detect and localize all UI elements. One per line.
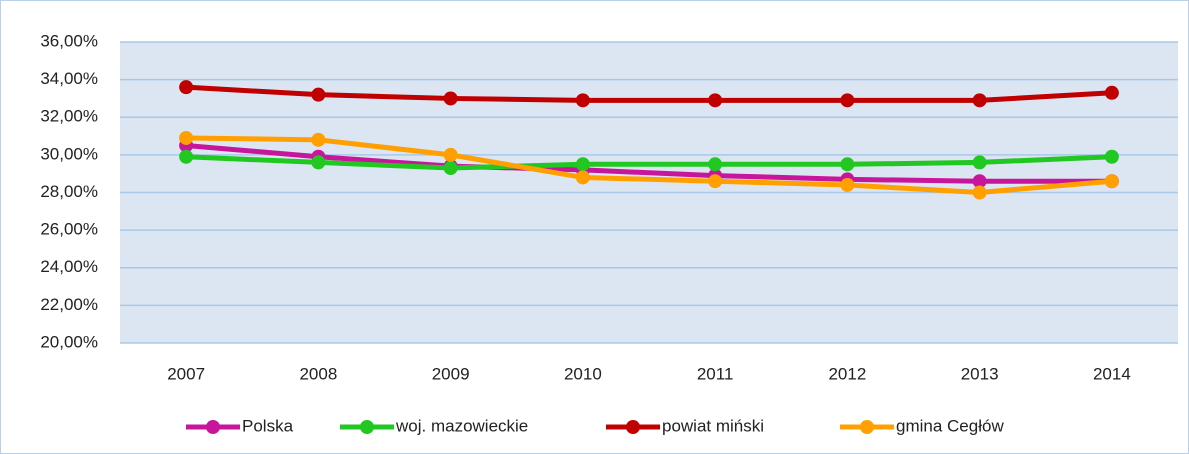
y-tick-label: 30,00%	[40, 144, 98, 163]
legend-marker	[626, 420, 640, 434]
y-tick-label: 24,00%	[40, 257, 98, 276]
y-tick-label: 36,00%	[40, 31, 98, 50]
y-tick-label: 26,00%	[40, 220, 98, 239]
series-line	[186, 154, 1112, 171]
data-point	[575, 93, 590, 108]
legend-label: gmina Cegłów	[896, 416, 1004, 435]
data-point	[840, 93, 855, 108]
y-tick-label: 32,00%	[40, 107, 98, 126]
data-point	[179, 149, 194, 164]
x-tick-label: 2012	[828, 364, 866, 383]
data-point	[311, 132, 326, 147]
legend-label: Polska	[242, 416, 294, 435]
data-point	[179, 80, 194, 95]
x-tick-label: 2007	[167, 364, 205, 383]
x-tick-label: 2009	[432, 364, 470, 383]
legend-marker	[206, 420, 220, 434]
data-point	[972, 185, 987, 200]
data-point	[575, 157, 590, 172]
y-tick-label: 28,00%	[40, 182, 98, 201]
data-point	[575, 170, 590, 185]
data-point	[708, 157, 723, 172]
y-tick-label: 22,00%	[40, 295, 98, 314]
y-tick-label: 34,00%	[40, 69, 98, 88]
data-point	[179, 130, 194, 145]
data-point	[443, 161, 458, 176]
legend-label: woj. mazowieckie	[395, 416, 528, 435]
data-point	[443, 147, 458, 162]
x-tick-label: 2010	[564, 364, 602, 383]
legend-marker	[360, 420, 374, 434]
data-point	[840, 177, 855, 192]
data-point	[1104, 85, 1119, 100]
series-line	[186, 135, 1113, 195]
data-point	[840, 157, 855, 172]
data-point	[708, 174, 723, 189]
data-point	[708, 93, 723, 108]
data-point	[972, 155, 987, 170]
data-point	[1104, 149, 1119, 164]
legend-marker	[860, 420, 874, 434]
x-tick-label: 2011	[697, 364, 734, 383]
y-tick-label: 20,00%	[40, 332, 98, 351]
data-point	[972, 174, 987, 189]
x-tick-label: 2013	[961, 364, 999, 383]
legend-label: powiat miński	[662, 416, 764, 435]
x-tick-label: 2008	[299, 364, 337, 383]
data-point	[1104, 174, 1119, 189]
data-point	[443, 91, 458, 106]
series-line	[185, 142, 1112, 184]
x-tick-label: 2014	[1093, 364, 1131, 383]
data-point	[311, 87, 326, 102]
data-point	[972, 93, 987, 108]
series-line	[185, 84, 1113, 103]
data-point	[311, 155, 326, 170]
